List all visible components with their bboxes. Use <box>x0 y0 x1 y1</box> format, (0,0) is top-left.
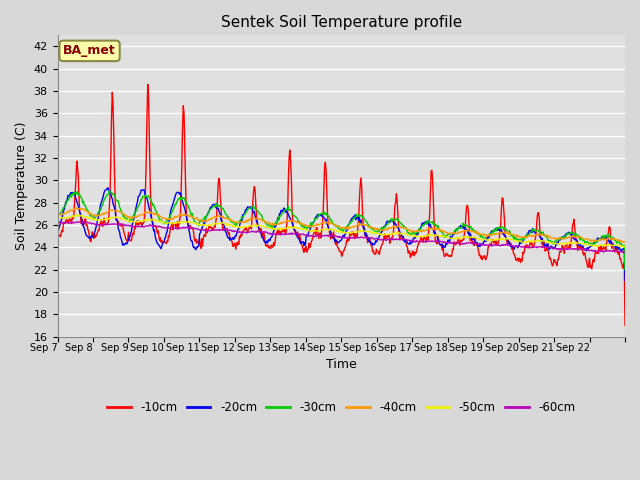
Line: -10cm: -10cm <box>58 84 625 325</box>
-10cm <box>253 222 261 228</box>
-60cm <box>620 250 628 255</box>
-40cm <box>433 226 440 231</box>
-10cm <box>120 230 128 236</box>
-50cm <box>275 226 283 232</box>
-50cm <box>225 223 233 228</box>
-10cm <box>54 227 61 232</box>
Legend: -10cm, -20cm, -30cm, -40cm, -50cm, -60cm: -10cm, -20cm, -30cm, -40cm, -50cm, -60cm <box>102 396 580 419</box>
-60cm <box>401 237 408 242</box>
-30cm <box>433 223 440 228</box>
-50cm <box>54 215 61 220</box>
-10cm <box>225 230 233 236</box>
-10cm <box>433 240 440 245</box>
Text: BA_met: BA_met <box>63 44 116 58</box>
-50cm <box>74 212 82 218</box>
-30cm <box>253 207 261 213</box>
-40cm <box>621 239 629 245</box>
-20cm <box>433 232 440 238</box>
-40cm <box>275 221 283 227</box>
-50cm <box>121 216 129 222</box>
-40cm <box>74 204 81 210</box>
Line: -50cm: -50cm <box>58 215 625 247</box>
-10cm <box>401 238 408 243</box>
-60cm <box>275 231 283 237</box>
X-axis label: Time: Time <box>326 359 356 372</box>
Line: -40cm: -40cm <box>58 207 625 242</box>
-10cm <box>275 231 283 237</box>
-60cm <box>433 238 440 244</box>
-40cm <box>121 213 129 218</box>
-30cm <box>225 216 233 222</box>
-50cm <box>621 244 629 250</box>
Line: -30cm: -30cm <box>58 191 625 270</box>
-20cm <box>121 241 129 247</box>
-20cm <box>225 235 233 240</box>
-30cm <box>275 214 283 220</box>
-40cm <box>401 225 408 231</box>
-20cm <box>54 230 61 236</box>
-30cm <box>54 211 61 217</box>
-20cm <box>275 217 283 223</box>
-40cm <box>620 240 627 245</box>
-30cm <box>106 188 113 193</box>
-20cm <box>104 185 111 191</box>
Title: Sentek Soil Temperature profile: Sentek Soil Temperature profile <box>221 15 462 30</box>
-40cm <box>253 216 261 221</box>
-30cm <box>401 224 408 229</box>
Y-axis label: Soil Temperature (C): Soil Temperature (C) <box>15 121 28 250</box>
-60cm <box>54 219 61 225</box>
-40cm <box>54 211 61 216</box>
-60cm <box>225 228 233 233</box>
-40cm <box>225 216 233 222</box>
-60cm <box>121 223 129 228</box>
-20cm <box>253 219 261 225</box>
-50cm <box>401 230 408 236</box>
-10cm <box>621 323 629 328</box>
-30cm <box>121 215 129 220</box>
-10cm <box>144 82 152 87</box>
Line: -20cm: -20cm <box>58 188 625 281</box>
-60cm <box>621 249 629 255</box>
Line: -60cm: -60cm <box>58 222 625 252</box>
-20cm <box>621 278 629 284</box>
-50cm <box>433 233 440 239</box>
-20cm <box>401 239 408 245</box>
-60cm <box>253 228 261 234</box>
-50cm <box>253 223 261 228</box>
-60cm <box>79 219 87 225</box>
-30cm <box>621 267 629 273</box>
-50cm <box>618 244 626 250</box>
